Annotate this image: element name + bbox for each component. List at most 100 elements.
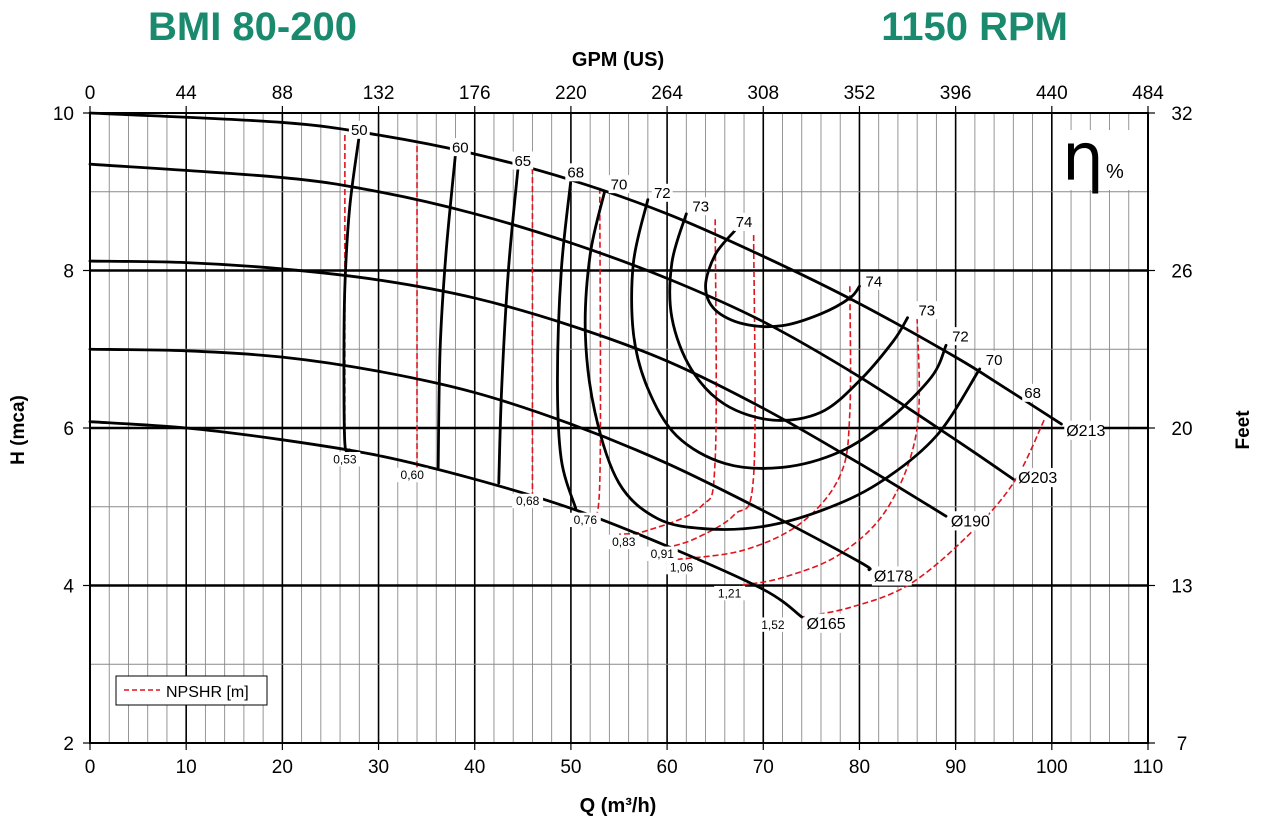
x2-tick-label: 88 xyxy=(272,83,293,104)
npshr-label: 0,60 xyxy=(401,468,425,482)
efficiency-label-bg xyxy=(449,138,471,157)
x-tick-label: 20 xyxy=(272,757,293,778)
x2-tick-label: 176 xyxy=(459,83,491,104)
x-axis-label: Q (m³/h) xyxy=(580,795,657,817)
y-tick-label: 4 xyxy=(63,577,74,598)
efficiency-label: 70 xyxy=(611,176,628,193)
y-tick-label: 8 xyxy=(63,262,74,283)
efficiency-label-bg xyxy=(651,183,673,202)
diameter-label-bg xyxy=(871,566,912,586)
x-tick-label: 0 xyxy=(85,757,96,778)
x2-tick-label: 484 xyxy=(1132,83,1164,104)
x-tick-label: 90 xyxy=(945,757,966,778)
x2-tick-label: 352 xyxy=(844,83,876,104)
efficiency-label-bg xyxy=(690,197,712,216)
efficiency-label: 74 xyxy=(866,273,883,290)
efficiency-label: 68 xyxy=(567,165,584,182)
npshr-label: 1,06 xyxy=(670,560,694,574)
x2-tick-label: 396 xyxy=(940,83,972,104)
diameter-curve xyxy=(88,347,872,572)
efficiency-curve-74 xyxy=(704,229,861,328)
efficiency-label-bg xyxy=(950,327,971,346)
diameter-label: Ø203 xyxy=(1018,470,1057,487)
x-tick-label: 10 xyxy=(176,757,197,778)
npshr-curve-1-06 xyxy=(676,286,852,561)
top-axis-label: GPM (US) xyxy=(572,49,664,71)
npshr-label: 0,91 xyxy=(651,547,675,561)
npshr-label: 0,68 xyxy=(516,494,540,508)
y-tick-label: 2 xyxy=(63,734,74,755)
diameter-label: Ø190 xyxy=(951,513,990,530)
npshr-label: 1,21 xyxy=(718,586,742,600)
npshr-label-bg xyxy=(608,534,640,550)
diameter-curve xyxy=(88,111,1063,426)
efficiency-label: 73 xyxy=(918,302,935,319)
efficiency-label: 65 xyxy=(514,153,531,170)
efficiency-label: 74 xyxy=(736,214,753,231)
y-tick-label: 10 xyxy=(53,104,74,125)
x2-tick-label: 132 xyxy=(363,83,395,104)
legend-entry: NPSHR [m] xyxy=(166,684,249,701)
npshr-label-bg xyxy=(512,493,544,509)
efficiency-curve-70 xyxy=(583,190,982,531)
efficiency-label-bg xyxy=(565,163,587,182)
x-tick-label: 60 xyxy=(657,757,678,778)
efficiency-label-bg xyxy=(733,212,755,231)
efficiency-label: 72 xyxy=(654,185,671,202)
diameter-label-bg xyxy=(948,511,989,531)
diameter-label: Ø178 xyxy=(874,569,913,586)
legend: NPSHR [m] xyxy=(115,675,268,706)
efficiency-label: 60 xyxy=(452,139,469,156)
efficiency-label: 68 xyxy=(1024,385,1041,402)
efficiency-label: 50 xyxy=(351,122,368,139)
x-tick-label: 100 xyxy=(1036,757,1068,778)
npshr-label: 0,76 xyxy=(574,513,598,527)
efficiency-label: 73 xyxy=(692,198,709,215)
efficiency-symbol: η xyxy=(1062,119,1104,196)
x-tick-label: 80 xyxy=(849,757,870,778)
efficiency-curve-68 xyxy=(556,178,578,510)
x-tick-label: 30 xyxy=(368,757,389,778)
diameter-label: Ø213 xyxy=(1066,423,1105,440)
npshr-label-bg xyxy=(757,617,789,632)
x2-tick-label: 44 xyxy=(176,83,198,104)
diameter-curves xyxy=(88,111,1063,619)
efficiency-label-bg xyxy=(863,272,885,290)
y2-axis-label: Feet xyxy=(1233,410,1254,450)
diameter-curve xyxy=(88,420,804,619)
efficiency-curve-73 xyxy=(668,212,909,422)
x-tick-label: 110 xyxy=(1133,757,1163,778)
npshr-label-bg xyxy=(329,452,361,467)
diameter-curve xyxy=(88,259,948,518)
npshr-label: 0,53 xyxy=(333,452,357,466)
y-axis-label: H (mca) xyxy=(8,395,29,465)
npshr-label-bg xyxy=(646,546,678,561)
x2-tick-label: 308 xyxy=(747,83,779,104)
diameter-label-bg xyxy=(1016,467,1056,488)
npshr-label-bg xyxy=(396,467,428,483)
diameter-label-bg xyxy=(804,613,845,633)
x2-tick-label: 264 xyxy=(651,83,683,104)
chart-title: BMI 80-200 xyxy=(148,5,357,49)
curve-labels: 50 60 65 68 70 72 73 74 74 73 72 70 68 0,53 0,60 0,68 0,… xyxy=(329,120,1105,633)
efficiency-label-bg xyxy=(916,301,938,320)
efficiency-curve-72 xyxy=(630,198,948,470)
x2-tick-label: 220 xyxy=(555,83,587,104)
efficiency-curve-50 xyxy=(342,133,361,454)
diameter-label: Ø165 xyxy=(807,616,846,633)
x-tick-label: 70 xyxy=(753,757,774,778)
npshr-curve-0-83 xyxy=(618,219,718,536)
efficiency-label-bg xyxy=(983,350,1005,369)
npshr-curve-1-21 xyxy=(739,317,921,587)
chart-subtitle: 1150 RPM xyxy=(881,5,1068,49)
efficiency-label: 70 xyxy=(986,352,1003,369)
npshr-label-bg xyxy=(666,559,697,575)
efficiency-curves xyxy=(342,133,982,531)
efficiency-curve-60 xyxy=(436,152,457,469)
x-tick-label: 50 xyxy=(560,757,581,778)
x2-tick-label: 440 xyxy=(1036,83,1068,104)
x-tick-label: 40 xyxy=(464,757,485,778)
efficiency-symbol-box xyxy=(1060,130,1132,190)
